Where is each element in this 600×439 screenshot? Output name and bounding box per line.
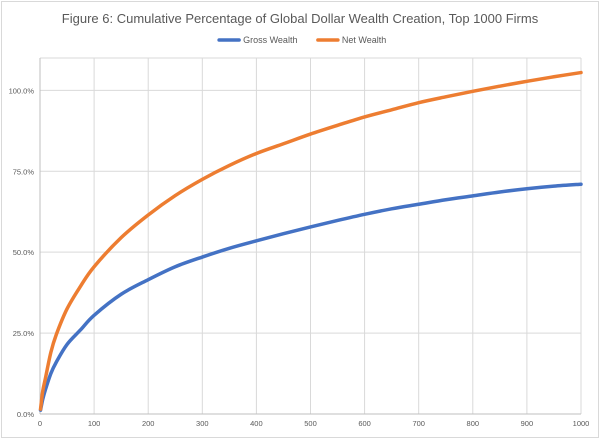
x-tick-label-700: 700 (412, 419, 425, 428)
chart-title: Figure 6: Cumulative Percentage of Globa… (62, 11, 539, 26)
x-tick-label-0: 0 (38, 419, 42, 428)
series-group (38, 70, 583, 412)
legend-label-net-wealth: Net Wealth (342, 35, 386, 45)
y-tick-label-3: 75.0% (13, 167, 35, 176)
grid (40, 57, 582, 414)
y-tick-label-4: 100.0% (9, 86, 35, 95)
x-tick-label-800: 800 (467, 419, 480, 428)
axes (39, 58, 581, 415)
x-tick-label-1000: 1000 (573, 419, 590, 428)
x-tick-label-100: 100 (88, 419, 101, 428)
x-tick-label-500: 500 (304, 419, 317, 428)
y-tick-label-2: 50.0% (13, 248, 35, 257)
legend-label-gross-wealth: Gross Wealth (243, 35, 297, 45)
tick-labels: 0 100 200 300 400 500 600 700 800 900 1000 0.0% 25.0… (9, 86, 590, 428)
x-tick-label-600: 600 (358, 419, 371, 428)
y-tick-label-1: 25.0% (13, 329, 35, 338)
x-tick-label-200: 200 (142, 419, 155, 428)
x-tick-label-300: 300 (196, 419, 209, 428)
x-tick-label-900: 900 (521, 419, 534, 428)
series-line-gross-wealth (38, 182, 583, 412)
x-tick-label-400: 400 (250, 419, 263, 428)
legend: Gross Wealth Net Wealth (217, 35, 386, 45)
y-tick-label-0: 0.0% (17, 410, 34, 419)
series-line-net-wealth (38, 70, 583, 411)
